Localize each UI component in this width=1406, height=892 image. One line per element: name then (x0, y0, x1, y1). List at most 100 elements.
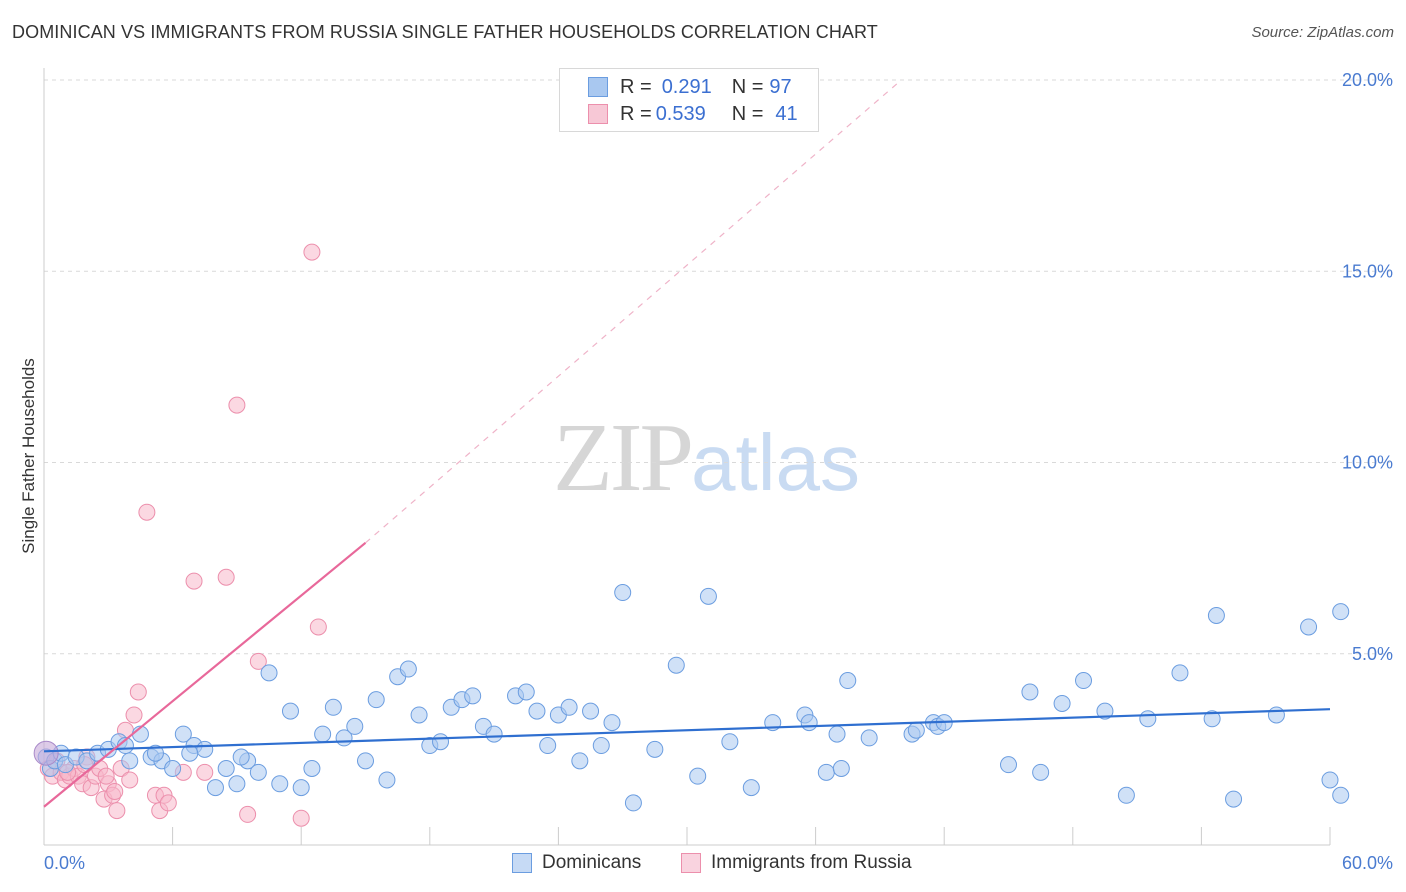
data-points (33, 243, 1350, 827)
legend-r-label: R = (620, 75, 652, 98)
point-immigrants-from-russia (303, 243, 321, 261)
point-dominicans (1021, 683, 1039, 701)
point-dominicans (1300, 618, 1318, 636)
point-dominicans (1053, 694, 1071, 712)
point-dominicans (1171, 664, 1189, 682)
point-immigrants-from-russia (159, 794, 177, 812)
point-dominicans (346, 717, 364, 735)
point-dominicans (907, 721, 925, 739)
point-dominicans (164, 760, 182, 777)
point-dominicans (699, 587, 717, 605)
point-dominicans (560, 698, 578, 716)
legend-n-value: 97 (769, 75, 792, 98)
legend-n-value: 41 (775, 102, 798, 125)
point-dominicans (271, 775, 289, 793)
point-dominicans (260, 664, 278, 682)
x-tick-label-max: 60.0% (1342, 853, 1393, 873)
point-dominicans (614, 584, 632, 602)
point-dominicans (485, 725, 503, 743)
trend-line-dominicans (43, 708, 1331, 753)
point-dominicans (357, 752, 374, 770)
grid-lines (44, 79, 1390, 655)
point-dominicans (196, 740, 214, 758)
point-dominicans (228, 775, 246, 793)
legend-r-value: 0.539 (655, 102, 706, 125)
legend-r-label: R = (620, 102, 652, 125)
point-dominicans (667, 656, 685, 674)
point-dominicans (378, 771, 396, 789)
point-dominicans (832, 760, 850, 777)
legend-item-russia: Immigrants from Russia (681, 852, 912, 874)
point-dominicans (174, 725, 192, 743)
point-dominicans (432, 733, 450, 751)
point-dominicans (1332, 786, 1350, 804)
point-dominicans (689, 767, 707, 785)
tick-labels: 5.0% 10.0% 15.0% 20.0% 0.0% 60.0% (44, 70, 1393, 873)
legend-swatch-pink (588, 104, 608, 124)
point-dominicans (399, 660, 417, 678)
axes (43, 68, 1331, 846)
series-legend: Dominicans Immigrants from Russia (0, 850, 1406, 878)
legend-label-dominicans: Dominicans (542, 852, 642, 873)
point-dominicans (860, 729, 878, 747)
point-dominicans (181, 744, 199, 762)
y-tick-label: 20.0% (1342, 70, 1393, 90)
point-dominicans (582, 702, 600, 720)
point-dominicans (1117, 786, 1135, 804)
point-dominicans (314, 725, 332, 743)
point-immigrants-from-russia (138, 503, 156, 521)
point-immigrants-from-russia (292, 809, 310, 827)
point-dominicans (1139, 710, 1157, 728)
point-dominicans (539, 737, 557, 755)
point-dominicans (571, 752, 589, 770)
point-dominicans (249, 763, 267, 781)
legend-swatch-dominicans (512, 853, 532, 873)
point-dominicans (1075, 672, 1093, 690)
x-tick-label-min: 0.0% (44, 853, 85, 873)
trend-line-russia-extension (365, 79, 902, 544)
y-tick-label: 15.0% (1342, 261, 1393, 281)
point-dominicans (1267, 706, 1285, 724)
point-dominicans (1000, 756, 1017, 774)
point-dominicans (603, 714, 621, 732)
point-dominicans (121, 752, 139, 770)
trend-line-russia (43, 541, 367, 808)
legend-swatch-russia (681, 853, 701, 873)
point-dominicans (817, 763, 835, 781)
point-immigrants-from-russia (249, 652, 267, 670)
point-dominicans (1032, 763, 1050, 781)
point-immigrants-from-russia (309, 618, 327, 636)
point-dominicans (1203, 710, 1221, 728)
point-dominicans (324, 698, 342, 716)
point-dominicans (292, 779, 310, 797)
point-dominicans (1225, 790, 1243, 808)
point-immigrants-from-russia (196, 763, 214, 781)
point-dominicans (742, 779, 760, 797)
point-dominicans (1321, 771, 1339, 789)
point-immigrants-from-russia (108, 802, 126, 820)
point-dominicans (839, 672, 857, 690)
point-immigrants-from-russia (185, 572, 203, 590)
point-dominicans (721, 733, 739, 751)
point-dominicans (646, 740, 664, 758)
point-dominicans (367, 691, 385, 709)
y-tick-label: 10.0% (1342, 453, 1393, 473)
trend-lines (43, 79, 1331, 808)
point-dominicans (1096, 702, 1114, 720)
legend-n-label: N = (731, 75, 764, 98)
point-dominicans (281, 702, 299, 720)
correlation-legend: R = 0.291 N = 97 R = 0.539 N = 41 (559, 68, 819, 132)
legend-r-value: 0.291 (661, 75, 712, 98)
chart-title: DOMINICAN VS IMMIGRANTS FROM RUSSIA SING… (12, 22, 878, 42)
legend-swatch-blue (588, 77, 608, 97)
point-dominicans (592, 737, 610, 755)
point-immigrants-from-russia (97, 767, 115, 785)
point-dominicans (624, 794, 642, 812)
point-immigrants-from-russia (125, 706, 143, 724)
point-immigrants-from-russia (129, 683, 147, 701)
point-immigrants-from-russia (217, 568, 235, 586)
point-dominicans (1332, 603, 1350, 621)
legend-n-label: N = (731, 102, 764, 125)
point-dominicans (217, 760, 235, 777)
